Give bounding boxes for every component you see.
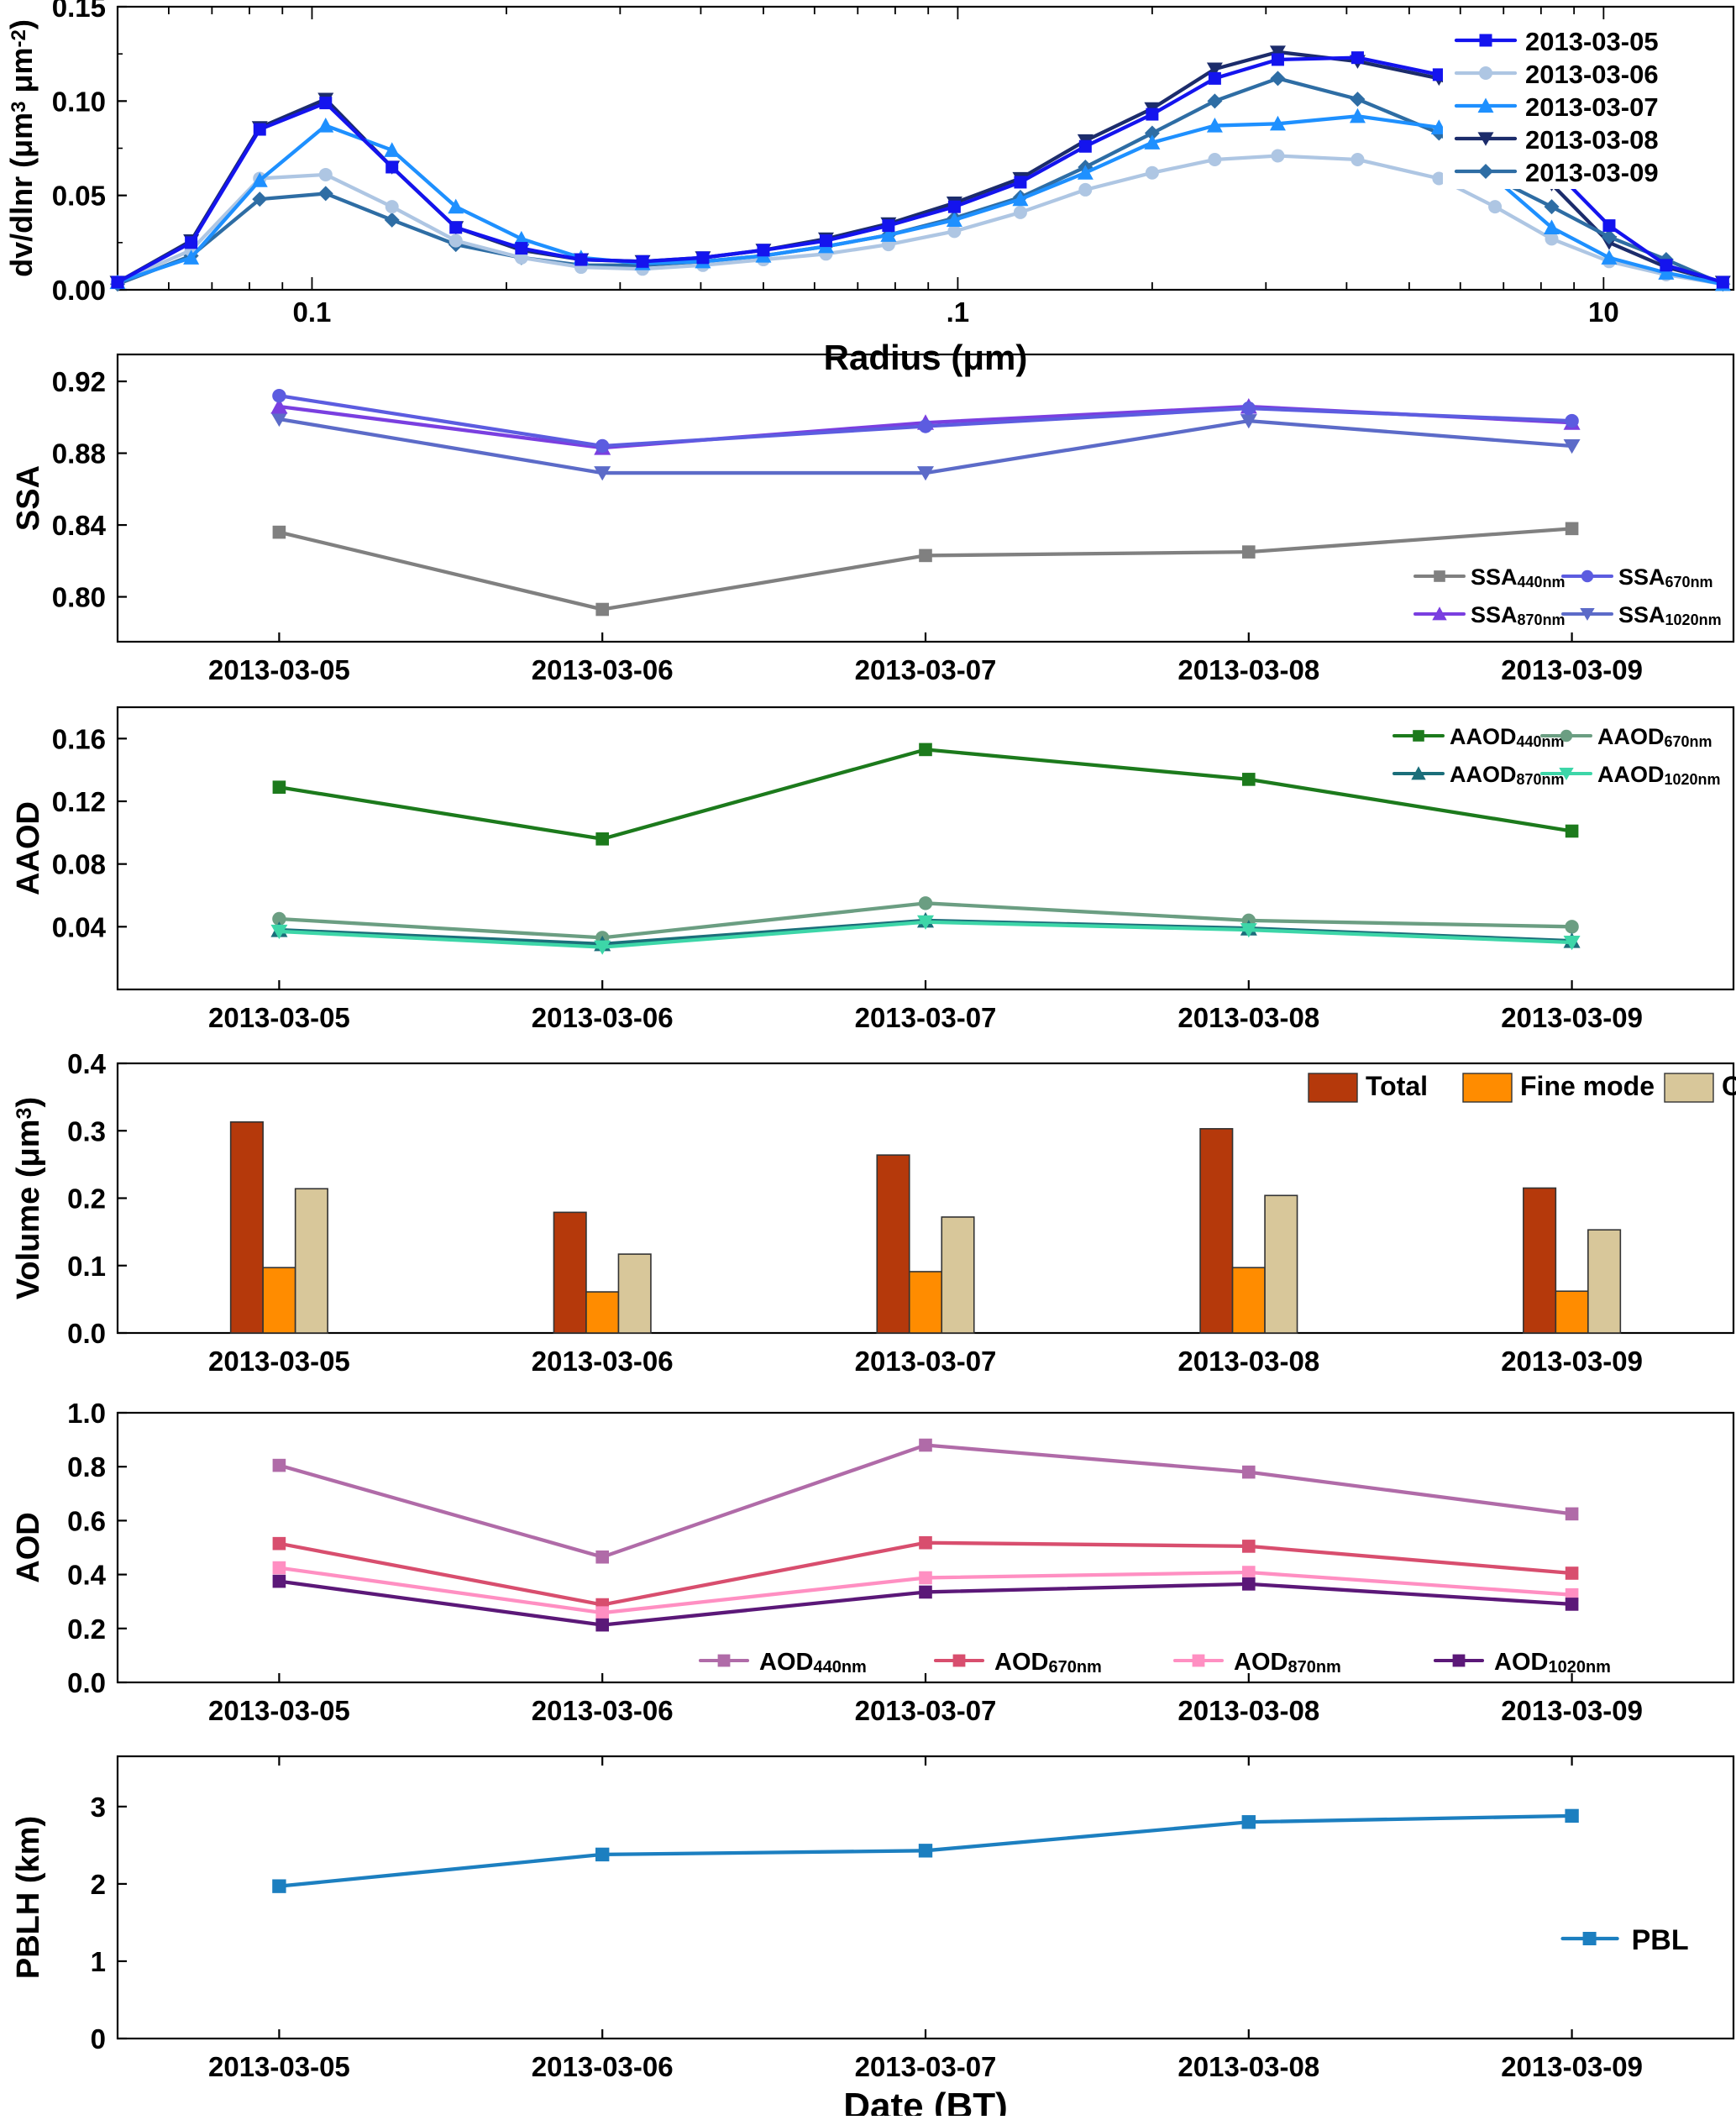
svg-text:0.88: 0.88 xyxy=(52,438,106,470)
svg-text:.1: .1 xyxy=(947,296,970,328)
svg-text:2013-03-05: 2013-03-05 xyxy=(1525,27,1659,56)
svg-text:0.08: 0.08 xyxy=(52,849,106,880)
svg-text:3: 3 xyxy=(91,1792,106,1823)
svg-text:0.4: 0.4 xyxy=(67,1048,107,1079)
svg-text:2013-03-08: 2013-03-08 xyxy=(1177,654,1319,685)
svg-text:2013-03-05: 2013-03-05 xyxy=(208,1002,350,1033)
svg-text:0.05: 0.05 xyxy=(52,181,106,212)
svg-text:0.6: 0.6 xyxy=(67,1505,106,1536)
svg-text:0.10: 0.10 xyxy=(52,86,106,117)
svg-text:0.4: 0.4 xyxy=(67,1560,107,1591)
svg-text:0.2: 0.2 xyxy=(67,1614,106,1645)
svg-text:2013-03-05: 2013-03-05 xyxy=(208,654,350,685)
svg-text:2013-03-06: 2013-03-06 xyxy=(532,1346,674,1377)
svg-text:2013-03-06: 2013-03-06 xyxy=(532,2051,674,2082)
svg-text:1.0: 1.0 xyxy=(67,1398,106,1429)
svg-text:2013-03-07: 2013-03-07 xyxy=(855,654,997,685)
svg-text:AAOD: AAOD xyxy=(11,801,46,895)
svg-text:2013-03-08: 2013-03-08 xyxy=(1525,125,1659,155)
svg-text:0.1: 0.1 xyxy=(293,296,332,328)
svg-text:AOD: AOD xyxy=(11,1512,46,1582)
svg-text:dv/dlnr (μm3 μm-2): dv/dlnr (μm3 μm-2) xyxy=(4,19,39,277)
svg-text:0.1: 0.1 xyxy=(67,1251,106,1282)
svg-text:2013-03-09: 2013-03-09 xyxy=(1501,1002,1643,1033)
svg-text:0.3: 0.3 xyxy=(67,1115,106,1147)
svg-text:0.8: 0.8 xyxy=(67,1451,106,1482)
svg-text:0.84: 0.84 xyxy=(52,510,107,541)
svg-text:0.0: 0.0 xyxy=(67,1318,106,1349)
svg-text:10: 10 xyxy=(1588,296,1619,328)
svg-text:0.2: 0.2 xyxy=(67,1183,106,1215)
svg-text:2013-03-09: 2013-03-09 xyxy=(1501,654,1643,685)
svg-text:2013-03-05: 2013-03-05 xyxy=(208,1346,350,1377)
svg-text:2013-03-09: 2013-03-09 xyxy=(1501,1346,1643,1377)
svg-text:2013-03-09: 2013-03-09 xyxy=(1501,1695,1643,1726)
svg-text:2013-03-06: 2013-03-06 xyxy=(1525,60,1659,89)
svg-text:0.00: 0.00 xyxy=(52,275,106,306)
svg-text:2013-03-07: 2013-03-07 xyxy=(1525,92,1659,122)
svg-text:Fine mode: Fine mode xyxy=(1520,1071,1655,1101)
svg-text:1: 1 xyxy=(91,1946,106,1977)
svg-text:0.16: 0.16 xyxy=(52,723,106,754)
svg-text:0: 0 xyxy=(91,2023,106,2054)
svg-text:0.15: 0.15 xyxy=(52,0,106,23)
svg-text:2013-03-07: 2013-03-07 xyxy=(855,2051,997,2082)
svg-text:Volume (μm3): Volume (μm3) xyxy=(11,1097,46,1299)
svg-text:PBLH (km): PBLH (km) xyxy=(11,1816,46,1979)
svg-text:Total: Total xyxy=(1366,1071,1428,1101)
svg-text:2013-03-08: 2013-03-08 xyxy=(1177,2051,1319,2082)
svg-text:2013-03-09: 2013-03-09 xyxy=(1501,2051,1643,2082)
svg-text:2013-03-07: 2013-03-07 xyxy=(855,1346,997,1377)
svg-text:0.92: 0.92 xyxy=(52,366,106,397)
svg-text:2013-03-08: 2013-03-08 xyxy=(1177,1346,1319,1377)
svg-text:Radius (μm): Radius (μm) xyxy=(824,338,1028,377)
svg-text:0.0: 0.0 xyxy=(67,1667,106,1698)
svg-text:2013-03-06: 2013-03-06 xyxy=(532,654,674,685)
svg-text:0.80: 0.80 xyxy=(52,582,106,613)
svg-text:0.04: 0.04 xyxy=(52,911,107,942)
svg-text:2013-03-07: 2013-03-07 xyxy=(855,1695,997,1726)
svg-text:0.12: 0.12 xyxy=(52,786,106,817)
svg-text:Date (BT): Date (BT) xyxy=(843,2086,1008,2116)
svg-text:2013-03-05: 2013-03-05 xyxy=(208,2051,350,2082)
svg-text:2013-03-06: 2013-03-06 xyxy=(532,1695,674,1726)
svg-text:Coarse mode: Coarse mode xyxy=(1722,1071,1736,1101)
svg-text:2013-03-08: 2013-03-08 xyxy=(1177,1002,1319,1033)
svg-text:2013-03-08: 2013-03-08 xyxy=(1177,1695,1319,1726)
svg-text:2013-03-05: 2013-03-05 xyxy=(208,1695,350,1726)
svg-text:2013-03-06: 2013-03-06 xyxy=(532,1002,674,1033)
svg-text:2013-03-07: 2013-03-07 xyxy=(855,1002,997,1033)
svg-text:2013-03-09: 2013-03-09 xyxy=(1525,158,1659,187)
svg-text:2: 2 xyxy=(91,1869,106,1900)
svg-text:SSA: SSA xyxy=(11,465,46,531)
svg-text:PBL: PBL xyxy=(1632,1924,1689,1956)
